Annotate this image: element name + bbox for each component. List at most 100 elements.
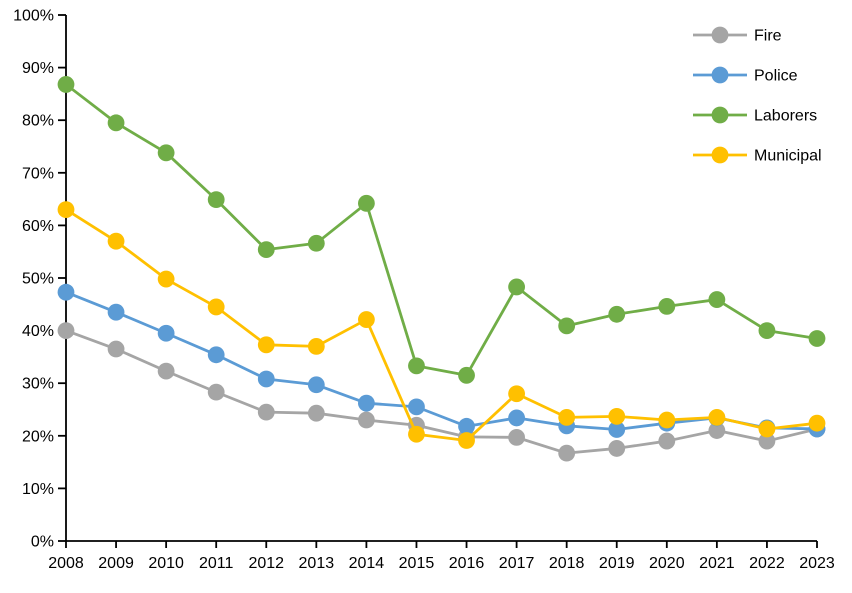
legend-label: Laborers [754, 108, 817, 125]
series-line [64, 329, 819, 455]
data-point-marker [358, 394, 375, 412]
y-axis-tick-label: 0% [31, 534, 54, 551]
x-axis-tick-label: 2022 [749, 555, 785, 572]
x-axis-tick-label: 2013 [299, 555, 335, 572]
data-point-marker [107, 303, 125, 321]
data-point-marker [358, 411, 375, 429]
data-point-marker [758, 322, 776, 339]
data-point-marker [408, 398, 425, 416]
x-axis-tick-label: 2019 [599, 555, 635, 572]
data-point-marker [257, 370, 275, 388]
series-line [64, 208, 819, 442]
legend-item-police: Police [693, 66, 798, 85]
legend-label: Municipal [754, 148, 822, 165]
legend-label: Police [754, 68, 798, 85]
y-axis-tick-label: 100% [13, 8, 54, 25]
data-point-marker [107, 340, 125, 358]
x-axis-tick-label: 2012 [248, 555, 284, 572]
x-axis-tick-label: 2020 [649, 555, 685, 572]
legend: Fire Police Laborers Municipal [693, 26, 822, 165]
data-point-marker [558, 408, 576, 426]
data-point-marker [758, 420, 776, 438]
data-point-marker [257, 336, 275, 354]
x-axis-tick-label: 2015 [399, 555, 435, 572]
x-axis-tick-label: 2011 [199, 555, 234, 572]
data-point-marker [458, 366, 475, 384]
y-axis-tick-label: 70% [22, 165, 54, 182]
data-point-marker [57, 283, 75, 301]
legend-label: Fire [754, 28, 782, 45]
y-axis-tick-label: 80% [22, 113, 54, 130]
data-point-marker [257, 403, 275, 421]
series-municipal [57, 201, 826, 449]
data-point-marker [207, 298, 225, 316]
data-point-marker [107, 114, 125, 132]
data-point-marker [608, 421, 626, 438]
data-point-marker [408, 357, 425, 375]
data-point-marker [57, 322, 75, 339]
legend-marker-swatch [711, 106, 729, 124]
data-point-marker [508, 428, 525, 446]
data-point-marker [508, 385, 525, 403]
data-point-marker [808, 330, 826, 347]
data-point-marker [157, 144, 175, 162]
legend-item-laborers: Laborers [693, 106, 817, 125]
data-point-marker [508, 278, 525, 296]
x-axis-tick-label: 2023 [799, 555, 835, 572]
data-point-marker [758, 432, 776, 450]
x-axis-tick-label: 2018 [549, 555, 585, 572]
x-axis-tick-label: 2010 [148, 555, 184, 572]
x-axis-tick-label: 2021 [699, 555, 735, 572]
data-point-marker [157, 362, 175, 380]
data-point-marker [358, 311, 375, 328]
y-axis-tick-label: 20% [22, 428, 54, 445]
data-point-marker [307, 234, 325, 252]
x-axis-tick-label: 2008 [48, 555, 84, 572]
legend-marker-swatch [711, 66, 729, 84]
y-axis-tick-label: 60% [22, 218, 54, 235]
x-axis-tick-label: 2014 [349, 555, 385, 572]
data-point-marker [708, 422, 726, 439]
x-axis: 2008 2009 2010 2011 2012 2013 2014 2015 2016 2017… [48, 540, 835, 572]
data-point-marker [558, 317, 576, 335]
data-point-marker [458, 417, 475, 435]
data-point-marker [658, 411, 676, 429]
data-point-marker [658, 298, 676, 315]
y-axis-tick-label: 50% [22, 271, 54, 288]
y-axis-tick-label: 30% [22, 376, 54, 393]
data-point-marker [257, 241, 275, 258]
legend-marker-swatch [711, 26, 729, 44]
series-line [64, 83, 819, 377]
data-point-marker [808, 414, 826, 432]
data-point-marker [207, 191, 225, 209]
x-axis-tick-label: 2017 [499, 555, 535, 572]
y-axis-tick-label: 90% [22, 60, 54, 77]
data-point-marker [708, 408, 726, 426]
series-laborers [57, 76, 826, 384]
data-point-marker [307, 404, 325, 422]
data-point-marker [408, 425, 425, 443]
data-point-marker [708, 291, 726, 308]
series-fire [57, 322, 826, 462]
data-point-marker [57, 76, 75, 93]
legend-marker-swatch [711, 146, 729, 164]
data-point-marker [558, 444, 576, 462]
data-point-marker [207, 346, 225, 364]
data-point-marker [458, 432, 475, 449]
data-point-marker [608, 305, 626, 323]
data-point-marker [608, 407, 626, 425]
data-point-marker [307, 337, 325, 355]
x-axis-tick-label: 2009 [98, 555, 134, 572]
y-axis: 0% 10% 20% 30% 40% 50% 60% 70% 80% 90% 100% [13, 8, 67, 551]
data-point-marker [658, 432, 676, 450]
data-point-marker [57, 201, 75, 219]
data-point-marker [358, 194, 375, 212]
y-axis-tick-label: 10% [22, 481, 54, 498]
legend-item-fire: Fire [693, 26, 782, 45]
y-axis-tick-label: 40% [22, 323, 54, 340]
data-point-marker [608, 440, 626, 457]
data-point-marker [508, 409, 525, 427]
legend-item-municipal: Municipal [693, 146, 822, 165]
